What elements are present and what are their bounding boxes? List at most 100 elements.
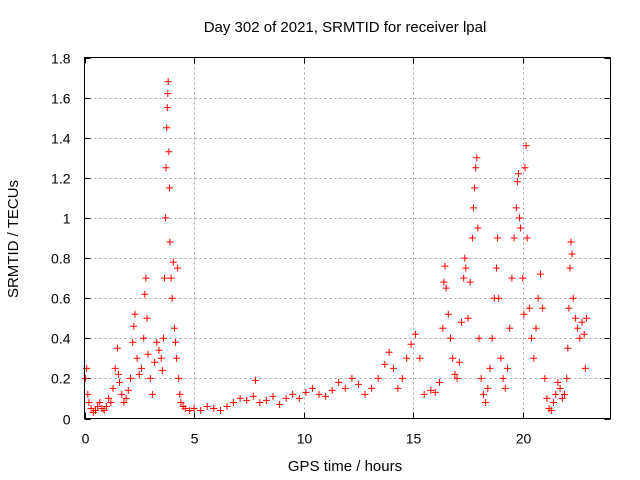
data-point bbox=[543, 394, 551, 402]
data-point bbox=[512, 204, 520, 212]
data-point bbox=[169, 258, 177, 266]
data-point bbox=[164, 78, 172, 86]
data-point bbox=[170, 324, 178, 332]
data-point bbox=[582, 314, 590, 322]
data-point bbox=[162, 164, 170, 172]
data-point bbox=[486, 364, 494, 372]
data-point bbox=[163, 104, 171, 112]
data-point bbox=[495, 294, 503, 302]
data-point bbox=[295, 394, 303, 402]
data-point bbox=[341, 384, 349, 392]
data-point bbox=[100, 407, 108, 414]
data-point bbox=[124, 386, 132, 394]
data-point bbox=[581, 364, 589, 372]
data-point bbox=[135, 370, 143, 378]
data-point bbox=[155, 346, 163, 354]
data-point bbox=[474, 224, 482, 232]
data-point bbox=[449, 354, 457, 362]
data-point bbox=[523, 234, 531, 242]
data-point bbox=[561, 390, 568, 398]
grid-lines bbox=[84, 57, 611, 419]
data-point bbox=[252, 376, 259, 384]
data-point bbox=[141, 290, 149, 298]
data-point bbox=[520, 310, 528, 318]
data-point bbox=[133, 354, 141, 362]
y-tick-label: 0.8 bbox=[51, 251, 71, 267]
data-point bbox=[161, 274, 168, 282]
data-point bbox=[519, 274, 527, 282]
data-point bbox=[243, 396, 251, 404]
data-point bbox=[166, 238, 174, 246]
data-point bbox=[249, 392, 257, 400]
data-point bbox=[282, 394, 290, 402]
data-point bbox=[462, 264, 470, 272]
y-tick-label: 1.2 bbox=[51, 171, 71, 187]
data-point bbox=[85, 399, 93, 406]
y-tick-label: 1.4 bbox=[51, 131, 71, 147]
data-point bbox=[322, 392, 330, 400]
data-point bbox=[510, 234, 518, 242]
data-point bbox=[390, 364, 397, 372]
data-point bbox=[567, 238, 575, 246]
data-point bbox=[151, 358, 159, 366]
data-point bbox=[547, 407, 555, 414]
data-point bbox=[173, 354, 181, 362]
data-point bbox=[368, 384, 376, 392]
data-point bbox=[175, 374, 183, 382]
data-point bbox=[146, 374, 154, 382]
data-point bbox=[534, 294, 542, 302]
data-point bbox=[96, 399, 104, 406]
data-point bbox=[431, 388, 439, 396]
data-point bbox=[172, 338, 179, 346]
data-point bbox=[361, 390, 369, 398]
y-tick-label: 1.8 bbox=[51, 51, 71, 67]
data-point bbox=[113, 344, 121, 352]
data-point bbox=[168, 294, 176, 302]
data-point bbox=[381, 360, 389, 368]
data-point bbox=[566, 264, 574, 272]
data-point bbox=[494, 234, 502, 242]
data-point bbox=[236, 394, 244, 402]
data-point bbox=[521, 164, 529, 172]
data-point bbox=[461, 254, 469, 262]
data-point bbox=[107, 399, 115, 406]
data-point bbox=[144, 350, 152, 358]
data-point bbox=[230, 399, 237, 406]
data-point bbox=[427, 386, 435, 394]
data-point bbox=[262, 396, 270, 404]
data-point bbox=[580, 330, 588, 338]
data-point bbox=[174, 264, 182, 272]
data-point bbox=[541, 374, 549, 382]
data-point bbox=[517, 224, 525, 232]
data-point bbox=[186, 407, 194, 414]
data-point bbox=[460, 274, 468, 282]
data-point bbox=[516, 214, 523, 222]
x-tick-label: 5 bbox=[191, 431, 199, 447]
data-point bbox=[497, 354, 505, 362]
data-point bbox=[464, 314, 472, 322]
data-point bbox=[116, 378, 124, 386]
data-point bbox=[578, 318, 586, 326]
data-point bbox=[477, 374, 485, 382]
data-point bbox=[488, 334, 496, 342]
y-axis-label: SRMTID / TECUs bbox=[5, 180, 22, 298]
data-point bbox=[536, 270, 544, 278]
data-point bbox=[508, 274, 516, 282]
data-point bbox=[420, 390, 428, 398]
data-point bbox=[441, 262, 449, 270]
data-point bbox=[501, 384, 509, 392]
data-point bbox=[87, 405, 95, 412]
data-point bbox=[203, 403, 211, 410]
data-point bbox=[158, 366, 166, 374]
data-point bbox=[181, 405, 189, 412]
data-point bbox=[84, 390, 92, 398]
data-point bbox=[458, 318, 465, 326]
data-point bbox=[564, 344, 572, 352]
data-point bbox=[157, 354, 165, 362]
data-point bbox=[289, 390, 297, 398]
data-point bbox=[499, 374, 507, 382]
data-point bbox=[131, 310, 139, 318]
y-tick-label: 0.6 bbox=[51, 291, 71, 307]
x-tick-label: 10 bbox=[297, 431, 313, 447]
